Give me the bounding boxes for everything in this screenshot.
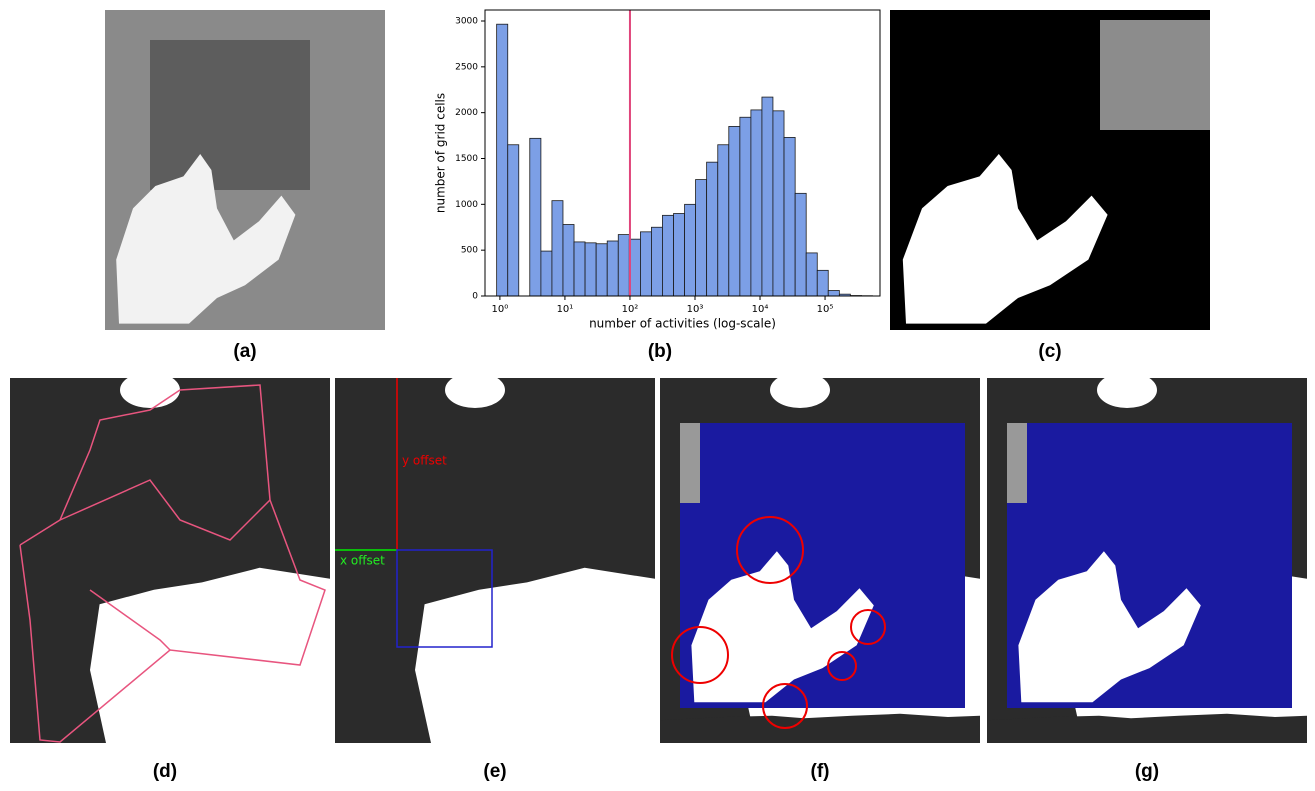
- annotation: y offset: [402, 454, 447, 468]
- coast: [987, 714, 1307, 743]
- bar: [696, 180, 707, 296]
- bar: [795, 193, 806, 296]
- x-tick-label: 10⁵: [817, 304, 834, 315]
- bar: [740, 117, 751, 296]
- bar: [607, 241, 618, 296]
- panel-label: (g): [1135, 761, 1159, 782]
- bar: [585, 243, 596, 296]
- x-tick-label: 10⁰: [492, 304, 509, 315]
- panel-label: (a): [233, 341, 256, 362]
- y-tick-label: 500: [461, 246, 478, 256]
- x-tick-label: 10²: [622, 304, 639, 315]
- bar: [729, 126, 740, 296]
- bar: [618, 235, 629, 296]
- bar: [508, 145, 519, 296]
- bar: [640, 232, 651, 296]
- bar: [685, 204, 696, 296]
- x-tick-label: 10³: [687, 304, 704, 315]
- bar: [563, 225, 574, 297]
- coast: [660, 714, 980, 743]
- bar: [629, 239, 640, 296]
- bar: [497, 24, 508, 296]
- panel-label: (b): [648, 341, 672, 362]
- panel-label: (e): [483, 761, 506, 782]
- panel-label: (f): [811, 761, 830, 782]
- y-tick-label: 0: [472, 292, 478, 302]
- x-tick-label: 10⁴: [752, 304, 769, 315]
- x-axis-label: number of activities (log-scale): [589, 317, 776, 331]
- annotation: x offset: [340, 554, 385, 568]
- y-tick-label: 2500: [455, 62, 478, 72]
- bar: [751, 110, 762, 296]
- y-tick-label: 2000: [455, 108, 478, 118]
- bar: [651, 227, 662, 296]
- bay-notch: [120, 372, 180, 408]
- bar: [773, 111, 784, 296]
- bar: [596, 244, 607, 296]
- bar: [828, 291, 839, 297]
- bay-notch: [1097, 372, 1157, 408]
- gray-patch: [680, 423, 700, 503]
- bar: [662, 215, 673, 296]
- bay-notch: [770, 372, 830, 408]
- bar: [541, 251, 552, 296]
- y-tick-label: 3000: [455, 17, 478, 27]
- y-tick-label: 1500: [455, 154, 478, 164]
- gray-patch: [1007, 423, 1027, 503]
- bar: [574, 242, 585, 296]
- density-core: [150, 40, 310, 190]
- bar: [762, 97, 773, 296]
- bar: [784, 137, 795, 296]
- panel-label: (d): [153, 761, 177, 782]
- bar: [817, 270, 828, 296]
- y-tick-label: 1000: [455, 200, 478, 210]
- bar: [707, 162, 718, 296]
- bar: [674, 214, 685, 297]
- x-tick-label: 10¹: [557, 304, 574, 315]
- bay-notch: [445, 372, 505, 408]
- y-axis-label: number of grid cells: [434, 93, 448, 213]
- figure: y offset x offset 0 500 1000 1500 2000 2500 300…: [0, 0, 1315, 787]
- panel-label: (c): [1038, 341, 1061, 362]
- bar: [530, 138, 541, 296]
- bar: [806, 253, 817, 296]
- sparse-area: [1100, 20, 1210, 130]
- bar: [552, 201, 563, 296]
- bar: [718, 145, 729, 296]
